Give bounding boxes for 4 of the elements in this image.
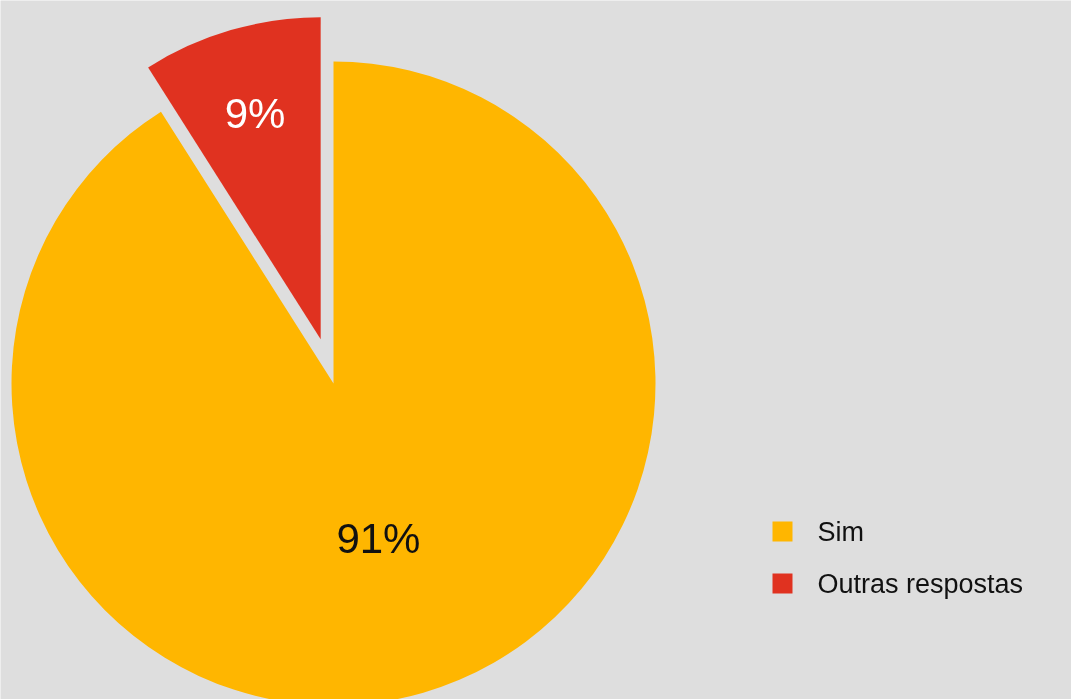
data-label: 9% [224, 90, 286, 138]
data-label: 91% [336, 514, 421, 562]
legend-label: Sim [817, 516, 864, 547]
legend-label: Outras respostas [817, 568, 1024, 599]
